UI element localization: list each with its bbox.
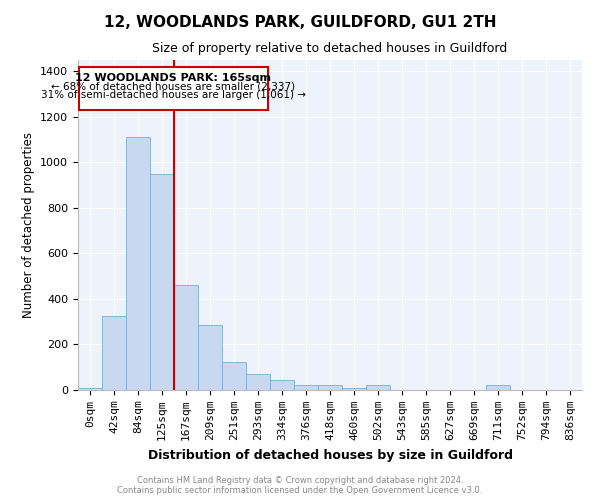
Text: Contains HM Land Registry data © Crown copyright and database right 2024.
Contai: Contains HM Land Registry data © Crown c… [118, 476, 482, 495]
Text: 31% of semi-detached houses are larger (1,061) →: 31% of semi-detached houses are larger (… [41, 90, 306, 100]
Bar [246, 374, 270, 390]
Text: 12 WOODLANDS PARK: 165sqm: 12 WOODLANDS PARK: 165sqm [76, 72, 271, 83]
Y-axis label: Number of detached properties: Number of detached properties [22, 132, 35, 318]
Bar [198, 325, 222, 390]
Bar [366, 386, 390, 390]
Bar [222, 362, 246, 390]
Bar [78, 388, 102, 390]
Bar [294, 386, 318, 390]
Bar [174, 286, 198, 390]
X-axis label: Distribution of detached houses by size in Guildford: Distribution of detached houses by size … [148, 448, 512, 462]
Bar [342, 388, 366, 390]
Bar [126, 138, 150, 390]
Bar [318, 386, 342, 390]
Bar [270, 380, 294, 390]
Text: ← 68% of detached houses are smaller (2,337): ← 68% of detached houses are smaller (2,… [52, 82, 295, 92]
Title: Size of property relative to detached houses in Guildford: Size of property relative to detached ho… [152, 42, 508, 54]
Bar [102, 316, 126, 390]
Text: 12, WOODLANDS PARK, GUILDFORD, GU1 2TH: 12, WOODLANDS PARK, GUILDFORD, GU1 2TH [104, 15, 496, 30]
Bar [79, 67, 268, 110]
Bar [486, 386, 510, 390]
Bar [150, 174, 174, 390]
